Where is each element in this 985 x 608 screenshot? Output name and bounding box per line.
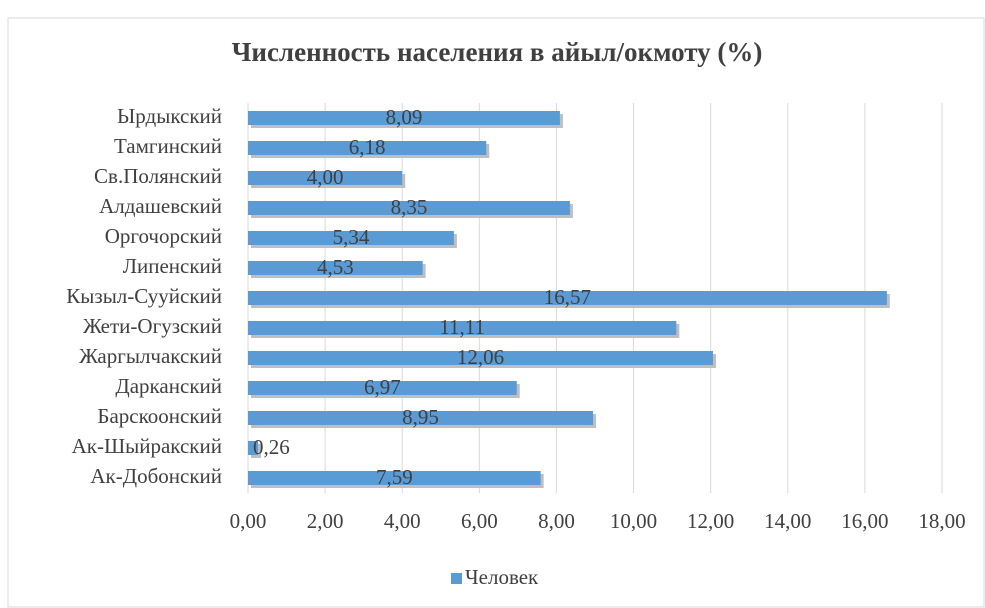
y-tick-label: Ырдыкский [117,104,222,128]
x-tick-label: 0,00 [230,509,267,533]
bar [248,411,594,425]
data-label: 12,06 [457,345,504,369]
y-tick-label: Дарканский [115,374,222,398]
legend-label: Человек [465,565,539,589]
bar [248,201,570,215]
data-label: 4,00 [307,165,344,189]
bar [248,261,423,275]
bar [248,171,403,185]
x-tick-label: 2,00 [307,509,344,533]
y-tick-label: Тамгинский [114,134,222,158]
y-tick-label: Ак-Шыйракский [72,434,222,458]
x-tick-label: 16,00 [841,509,888,533]
y-tick-label: Алдашевский [99,194,222,218]
data-label: 4,53 [317,255,354,279]
bar [248,291,887,305]
data-label: 5,34 [333,225,370,249]
x-tick-label: 10,00 [610,509,657,533]
y-tick-label: Жети-Огузский [83,314,222,338]
legend-swatch [451,573,462,584]
bar [248,471,541,485]
x-tick-label: 6,00 [461,509,498,533]
data-label: 8,09 [386,105,423,129]
x-tick-label: 8,00 [538,509,575,533]
data-label: 8,95 [402,405,439,429]
y-tick-label: Кызыл-Сууйский [66,284,222,308]
y-tick-label: Липенский [123,254,222,278]
data-label: 16,57 [544,285,591,309]
data-label: 6,18 [349,135,386,159]
bar [248,351,713,365]
data-label: 0,26 [253,435,290,459]
bar [248,381,517,395]
bar [248,111,560,125]
data-label: 11,11 [439,315,485,339]
data-label: 8,35 [391,195,428,219]
chart-title: Численность населения в айыл/окмоту (%) [232,37,763,67]
x-tick-label: 12,00 [687,509,734,533]
y-tick-label: Оргочорский [105,224,222,248]
x-tick-label: 14,00 [764,509,811,533]
bar [248,321,677,335]
y-tick-label: Жаргылчакский [79,344,222,368]
bar [248,231,454,245]
bar [248,441,259,455]
x-tick-label: 18,00 [918,509,965,533]
x-tick-label: 4,00 [384,509,421,533]
y-tick-label: Барскоонский [97,404,222,428]
data-label: 7,59 [376,465,413,489]
y-tick-label: Св.Полянский [94,164,222,188]
data-label: 6,97 [364,375,401,399]
bar [248,141,487,155]
y-tick-label: Ак-Добонский [90,464,222,488]
